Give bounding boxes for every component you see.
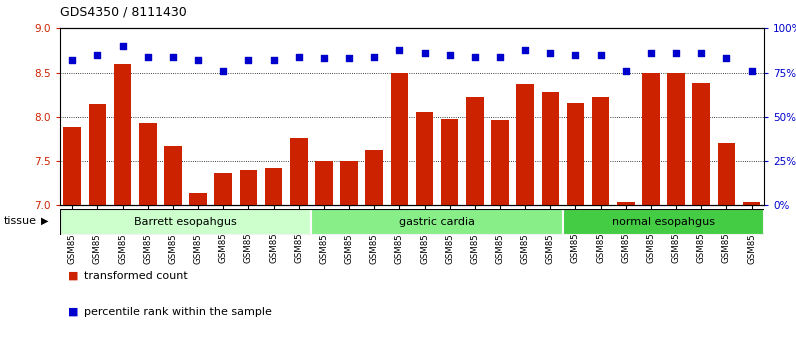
Point [116, 43, 129, 49]
Point [569, 52, 582, 58]
Point [595, 52, 607, 58]
Point [669, 50, 682, 56]
Point [318, 56, 330, 61]
FancyBboxPatch shape [563, 209, 764, 235]
Point [166, 54, 179, 59]
Bar [64, 127, 81, 205]
Text: ▶: ▶ [41, 216, 49, 226]
Point [619, 68, 632, 74]
Text: transformed count: transformed count [84, 271, 187, 281]
Point [91, 52, 103, 58]
Bar [617, 202, 634, 205]
Point [695, 50, 708, 56]
Point [217, 68, 229, 74]
Bar [718, 143, 736, 205]
Text: Barrett esopahgus: Barrett esopahgus [134, 217, 237, 227]
Point [242, 57, 255, 63]
Bar [340, 161, 358, 205]
Bar [365, 150, 383, 205]
Text: percentile rank within the sample: percentile rank within the sample [84, 307, 271, 316]
Bar [667, 73, 685, 205]
Point [342, 56, 355, 61]
Point [368, 54, 380, 59]
Bar [642, 73, 660, 205]
Bar [491, 120, 509, 205]
Bar [315, 161, 333, 205]
Point [645, 50, 657, 56]
Text: gastric cardia: gastric cardia [399, 217, 475, 227]
Bar [743, 202, 760, 205]
Point [544, 50, 556, 56]
Point [142, 54, 154, 59]
Text: ■: ■ [68, 307, 78, 316]
Text: tissue: tissue [4, 216, 37, 226]
Text: ■: ■ [68, 271, 78, 281]
FancyBboxPatch shape [311, 209, 563, 235]
Bar [466, 97, 484, 205]
Bar [441, 119, 458, 205]
Point [469, 54, 482, 59]
Bar [591, 97, 610, 205]
Bar [265, 168, 283, 205]
Point [267, 57, 280, 63]
Bar [189, 193, 207, 205]
FancyBboxPatch shape [60, 209, 311, 235]
Bar [214, 172, 232, 205]
Point [720, 56, 733, 61]
Bar [114, 64, 131, 205]
Bar [391, 73, 408, 205]
Point [745, 68, 758, 74]
Bar [240, 170, 257, 205]
Point [192, 57, 205, 63]
Bar [693, 83, 710, 205]
Point [443, 52, 456, 58]
Text: GDS4350 / 8111430: GDS4350 / 8111430 [60, 5, 186, 18]
Point [292, 54, 305, 59]
Bar [567, 103, 584, 205]
Text: normal esopahgus: normal esopahgus [612, 217, 715, 227]
Bar [541, 92, 559, 205]
Bar [164, 146, 181, 205]
Bar [290, 138, 307, 205]
Bar [88, 104, 106, 205]
Point [393, 47, 406, 52]
Bar [416, 112, 433, 205]
Bar [139, 123, 157, 205]
Point [494, 54, 506, 59]
Bar [517, 84, 534, 205]
Point [519, 47, 532, 52]
Point [418, 50, 431, 56]
Point [66, 57, 79, 63]
